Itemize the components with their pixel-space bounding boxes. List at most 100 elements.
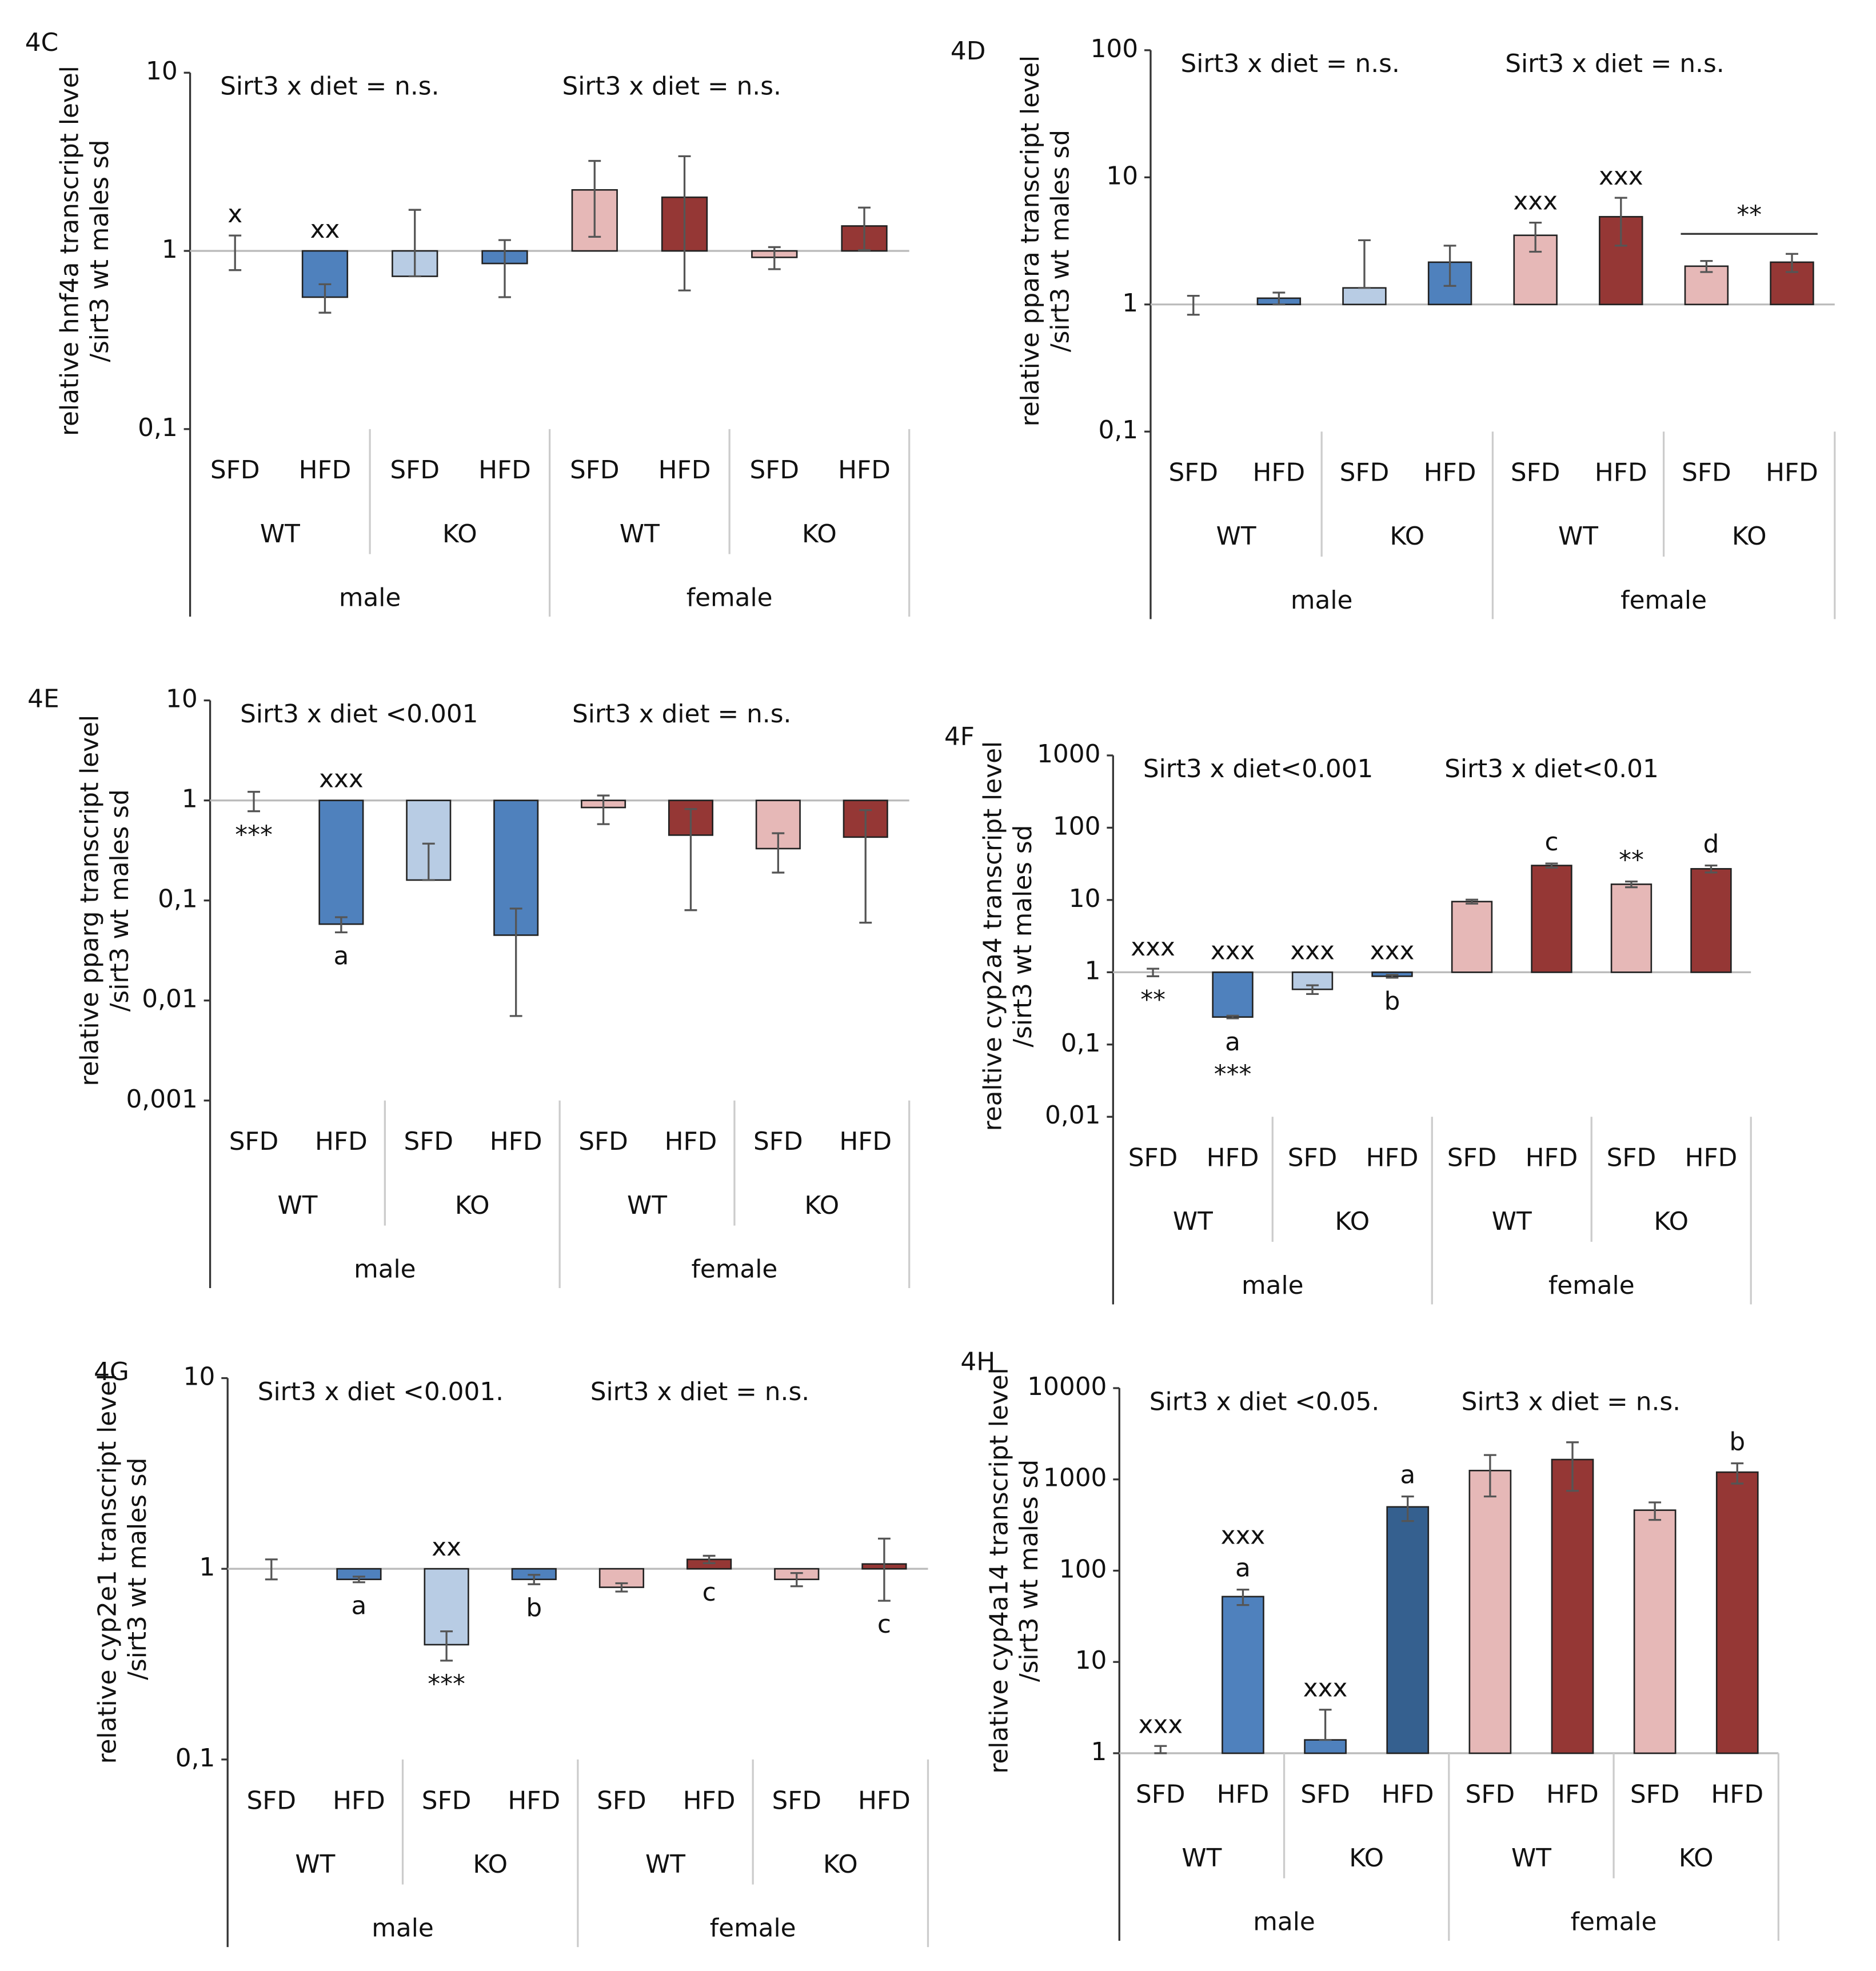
category-label: HFD	[1207, 1144, 1259, 1173]
category-label: HFD	[1252, 458, 1305, 487]
category-label: SFD	[422, 1786, 472, 1815]
group-label: KO	[823, 1850, 858, 1879]
y-tick-label: 0,001	[126, 1085, 197, 1114]
y-tick-label: 0,01	[1045, 1101, 1100, 1130]
group-label: WT	[620, 519, 660, 549]
y-tick-label: 1	[1091, 1737, 1107, 1766]
y-tick-label: 100	[1091, 34, 1139, 63]
y-tick-label: 10	[1106, 161, 1138, 190]
interaction-note: Sirt3 x diet <0.001	[240, 699, 478, 729]
annotation: a	[1225, 1028, 1240, 1057]
annotation: xxx	[1303, 1674, 1348, 1703]
category-label: SFD	[390, 455, 440, 485]
annotation: ***	[428, 1670, 465, 1699]
y-axis-label: /sirt3 wt males sd	[1015, 1460, 1044, 1682]
annotation: x	[227, 199, 242, 229]
group-label: KO	[1654, 1207, 1689, 1236]
interaction-note: Sirt3 x diet = n.s.	[562, 72, 781, 101]
category-label: HFD	[1546, 1780, 1599, 1809]
panel-label: 4H	[960, 1347, 995, 1376]
interaction-note: Sirt3 x diet<0.01	[1444, 754, 1659, 783]
sex-label: male	[1253, 1908, 1315, 1937]
annotation: c	[877, 1610, 891, 1639]
annotation: xxx	[1513, 187, 1558, 216]
y-tick-label: 0,1	[175, 1744, 215, 1773]
category-label: SFD	[1630, 1780, 1680, 1809]
annotation: c	[1544, 827, 1558, 857]
group-label: WT	[627, 1191, 667, 1220]
category-label: SFD	[753, 1127, 803, 1156]
y-axis-label: realtive cyp2a4 transcript level	[978, 741, 1007, 1132]
sex-label: female	[1620, 586, 1707, 615]
category-label: HFD	[508, 1786, 560, 1815]
y-tick-label: 0,1	[1061, 1029, 1101, 1058]
annotation: **	[1140, 985, 1165, 1014]
annotation: xxx	[1211, 936, 1255, 965]
sex-label: female	[686, 583, 773, 612]
y-axis-label: relative pparg transcript level	[75, 715, 105, 1086]
sex-label: male	[339, 583, 401, 612]
group-label: KO	[1679, 1844, 1714, 1873]
sex-label: female	[1548, 1271, 1635, 1300]
category-label: HFD	[1382, 1780, 1434, 1809]
y-tick-label: 0,1	[1099, 415, 1139, 445]
annotation: xxx	[1290, 936, 1335, 965]
annotation: xxx	[1131, 933, 1175, 962]
bar	[1551, 1458, 1594, 1754]
group-label: WT	[1182, 1844, 1222, 1873]
group-label: WT	[1173, 1207, 1213, 1236]
group-label: KO	[802, 519, 837, 549]
sex-label: male	[1291, 586, 1353, 615]
annotation: b	[1729, 1428, 1745, 1457]
bar	[1610, 883, 1653, 973]
y-tick-label: 10	[183, 1362, 215, 1392]
bar	[1531, 865, 1572, 973]
bar	[1513, 234, 1558, 306]
category-label: SFD	[1288, 1144, 1338, 1173]
panel-label: 4D	[951, 37, 986, 66]
group-label: WT	[1216, 522, 1256, 551]
category-label: HFD	[490, 1127, 542, 1156]
interaction-note: Sirt3 x diet = n.s.	[1505, 49, 1724, 78]
group-label: WT	[1511, 1844, 1551, 1873]
category-label: HFD	[299, 455, 352, 485]
y-tick-label: 10	[1069, 884, 1101, 913]
bar	[1212, 971, 1254, 1018]
y-tick-label: 1	[199, 1553, 215, 1582]
category-label: SFD	[749, 455, 799, 485]
group-label: WT	[1492, 1207, 1532, 1236]
bar	[1304, 1739, 1347, 1754]
annotation: xxx	[319, 765, 364, 794]
category-label: HFD	[315, 1127, 368, 1156]
annotation: xxx	[1370, 936, 1415, 965]
group-label: WT	[260, 519, 300, 549]
annotation: d	[1703, 829, 1719, 858]
category-label: SFD	[1340, 458, 1390, 487]
y-tick-label: 0,01	[142, 985, 197, 1014]
category-label: SFD	[1136, 1780, 1186, 1809]
annotation: a	[352, 1592, 367, 1621]
panel-label: 4E	[27, 685, 59, 714]
bar	[1222, 1596, 1264, 1754]
bar	[1633, 1509, 1677, 1754]
bar	[318, 799, 364, 925]
category-label: SFD	[1168, 458, 1218, 487]
y-tick-label: 10	[166, 685, 198, 714]
interaction-note: Sirt3 x diet = n.s.	[590, 1377, 809, 1406]
category-label: HFD	[665, 1127, 717, 1156]
annotation: a	[1400, 1461, 1415, 1490]
category-label: SFD	[246, 1786, 296, 1815]
panel-label: 4G	[94, 1357, 129, 1386]
annotation: a	[1235, 1554, 1251, 1583]
y-tick-label: 10000	[1027, 1372, 1107, 1401]
annotation: b	[1384, 987, 1400, 1016]
y-axis-label: /sirt3 wt males sd	[123, 1458, 152, 1680]
group-label: KO	[473, 1850, 508, 1879]
category-label: HFD	[478, 455, 531, 485]
category-label: SFD	[1466, 1780, 1515, 1809]
category-label: HFD	[1217, 1780, 1270, 1809]
group-label: KO	[1349, 1844, 1384, 1873]
category-label: HFD	[658, 455, 711, 485]
interaction-note: Sirt3 x diet = n.s.	[572, 699, 791, 729]
